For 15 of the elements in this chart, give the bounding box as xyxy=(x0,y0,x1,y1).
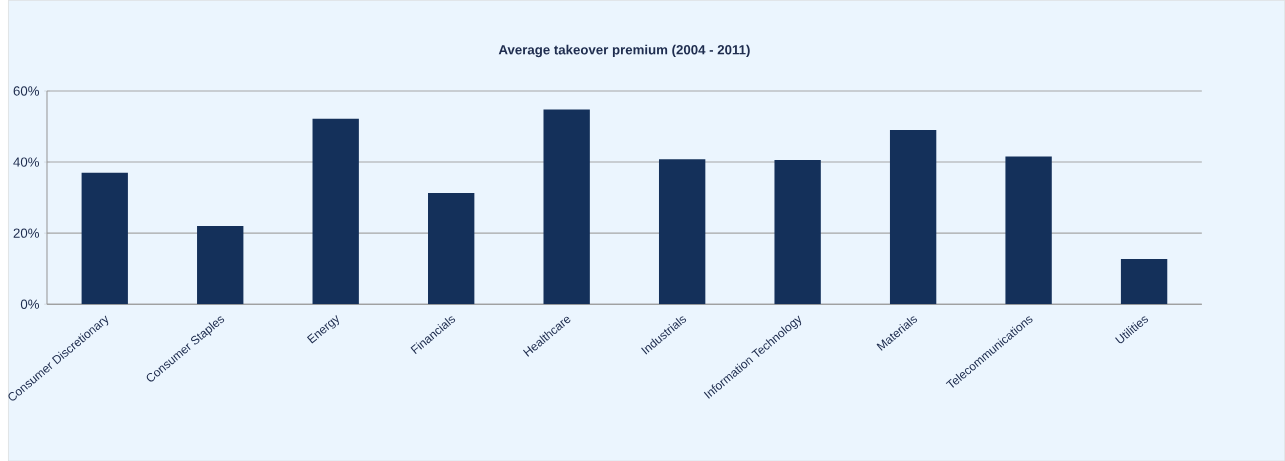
bar xyxy=(428,192,475,304)
bar xyxy=(889,129,937,304)
bar xyxy=(774,159,821,304)
y-tick-label: 20% xyxy=(13,228,40,238)
bar xyxy=(1005,156,1052,304)
chart-title: Average takeover premium (2004 - 2011) xyxy=(498,44,750,57)
bar xyxy=(658,159,706,304)
bar xyxy=(543,109,590,304)
bar xyxy=(1120,258,1168,304)
bar xyxy=(197,225,244,304)
y-tick-label: 60% xyxy=(13,86,40,96)
y-tick-label: 0% xyxy=(20,299,40,309)
bar xyxy=(312,118,359,304)
bar xyxy=(81,172,128,304)
y-tick-label: 40% xyxy=(13,157,40,167)
